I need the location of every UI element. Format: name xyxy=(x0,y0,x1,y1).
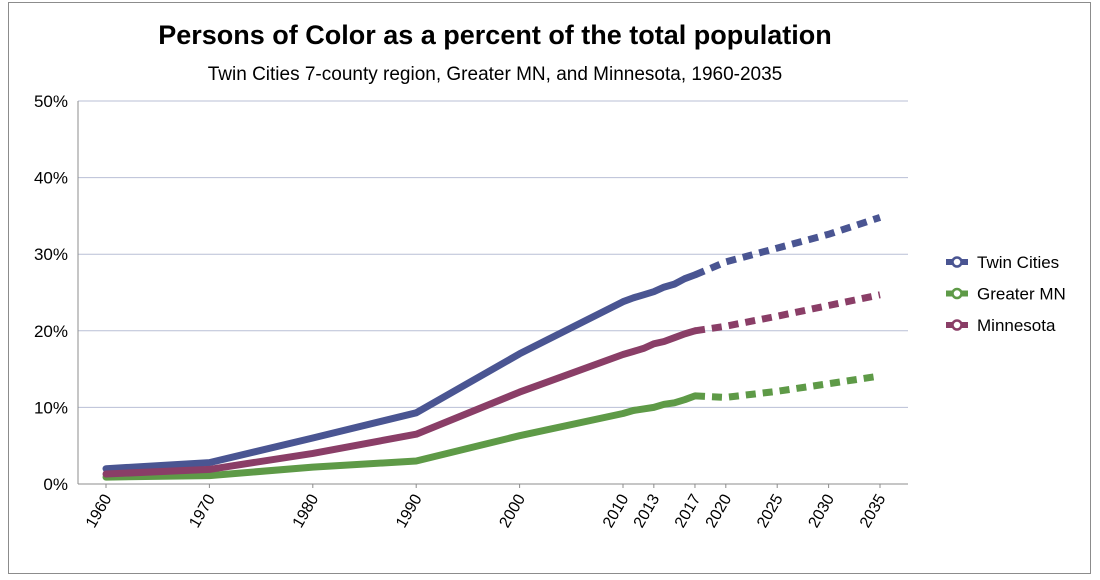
gridlines xyxy=(78,100,908,408)
series-lines xyxy=(102,214,882,481)
twin-cities-projection-line xyxy=(693,214,882,279)
greater-mn-legend-marker xyxy=(951,287,963,300)
greater-mn-series-line xyxy=(102,392,699,481)
greater-mn-projection-line xyxy=(694,372,881,401)
y-tick-label: 30% xyxy=(34,245,68,264)
y-tick-label: 0% xyxy=(43,475,68,494)
twin-cities-series-line xyxy=(102,271,699,473)
x-tick-label: 1980 xyxy=(290,491,323,530)
y-axis-ticks: 0% 10% 20% 30% 40% 50% xyxy=(34,92,68,494)
chart-subtitle: Twin Cities 7-county region, Greater MN,… xyxy=(207,64,783,85)
y-tick-label: 50% xyxy=(34,92,68,111)
legend: Twin Cities Greater MN Minnesota xyxy=(946,253,1066,335)
y-tick-label: 10% xyxy=(34,398,68,417)
x-tick-label: 1990 xyxy=(393,491,426,530)
x-tick-label: 2017 xyxy=(672,491,705,530)
x-tick-label: 2030 xyxy=(806,491,839,530)
minnesota-series-line xyxy=(102,327,699,478)
x-tick-label: 2013 xyxy=(631,491,664,530)
x-tick-label: 2010 xyxy=(600,491,633,530)
x-tick-label: 2000 xyxy=(497,491,530,530)
minnesota-legend-marker xyxy=(951,319,963,331)
minnesota-projection-line xyxy=(694,291,881,335)
x-tick-label: 1970 xyxy=(186,491,219,530)
y-tick-label: 20% xyxy=(34,322,68,341)
axes xyxy=(77,101,908,488)
twin-cities-legend-label: Twin Cities xyxy=(977,253,1059,272)
x-tick-label: 1960 xyxy=(83,491,116,530)
x-tick-label: 2020 xyxy=(703,491,736,530)
twin-cities-legend-marker xyxy=(951,256,963,268)
x-tick-label: 2025 xyxy=(754,491,787,530)
greater-mn-legend-label: Greater MN xyxy=(977,285,1066,304)
x-tick-label: 2035 xyxy=(857,491,890,530)
chart-title: Persons of Color as a percent of the tot… xyxy=(158,20,832,50)
minnesota-legend-label: Minnesota xyxy=(977,316,1056,335)
y-tick-label: 40% xyxy=(34,169,68,188)
